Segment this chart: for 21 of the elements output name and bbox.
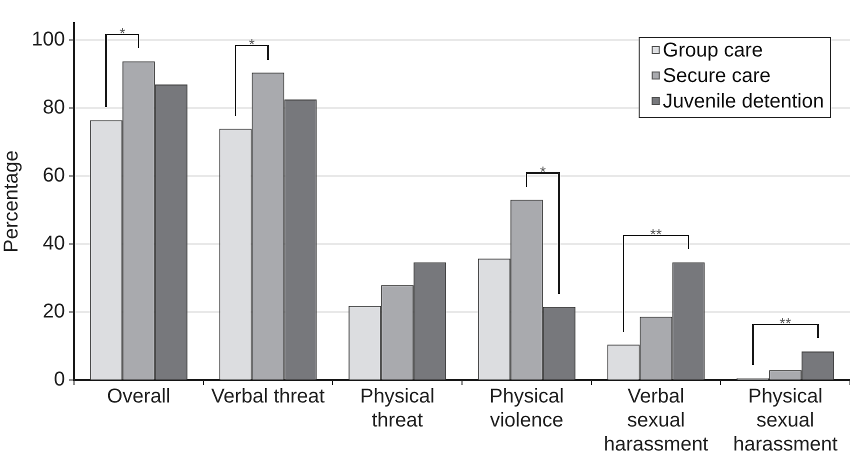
- y-tick-label: 60: [42, 164, 65, 187]
- annotation: **: [650, 226, 662, 244]
- y-tick-label: 20: [42, 300, 65, 323]
- x-tick-label: Overall: [106, 386, 170, 408]
- y-axis-title: Percentage: [0, 150, 23, 253]
- annotation: *: [248, 36, 255, 54]
- annotation: **: [779, 315, 792, 332]
- x-tick-label: Physical sexual harassment: [733, 386, 838, 456]
- x-tick-label: Verbal threat: [211, 386, 326, 408]
- legend-label: Juvenile detention: [662, 90, 824, 113]
- annotation: *: [540, 164, 546, 181]
- x-tick-label: Physical violence: [489, 386, 564, 432]
- legend-label: Group care: [662, 40, 763, 62]
- y-tick-label: 80: [42, 96, 65, 119]
- y-tick-label: 40: [42, 232, 65, 255]
- annotation: *: [119, 25, 126, 42]
- y-tick-label: 0: [54, 368, 65, 391]
- x-tick-label: Physical threat: [360, 386, 435, 432]
- x-tick-label: Verbal sexual harassment: [604, 386, 709, 456]
- y-tick-label: 100: [32, 28, 65, 51]
- legend-label: Secure care: [662, 65, 771, 88]
